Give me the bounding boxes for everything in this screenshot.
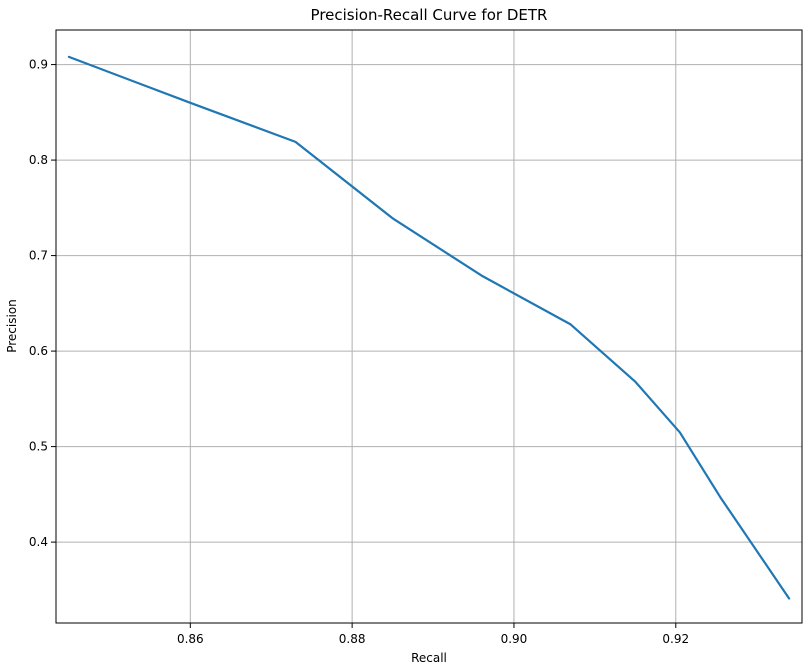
axis-ticks: 0.86 0.88 0.90 0.92 0.4 0.5 0.6 0.7 0.8 0.9 [29,58,689,646]
chart-title: Precision-Recall Curve for DETR [311,6,548,24]
y-tick-label: 0.9 [29,58,48,72]
x-axis-label: Recall [411,651,447,665]
y-tick-label: 0.4 [29,535,48,549]
grid-lines [56,30,802,623]
y-tick-label: 0.7 [29,249,48,263]
y-tick-label: 0.6 [29,344,48,358]
plot-frame [55,29,803,624]
x-tick-label: 0.88 [339,632,366,646]
x-tick-label: 0.90 [501,632,528,646]
plot-lines [67,55,791,600]
y-axis-label: Precision [5,299,19,353]
x-tick-label: 0.92 [662,632,689,646]
pr-curve-line [67,55,791,600]
y-tick-label: 0.5 [29,440,48,454]
x-tick-label: 0.86 [177,632,204,646]
y-tick-label: 0.8 [29,153,48,167]
